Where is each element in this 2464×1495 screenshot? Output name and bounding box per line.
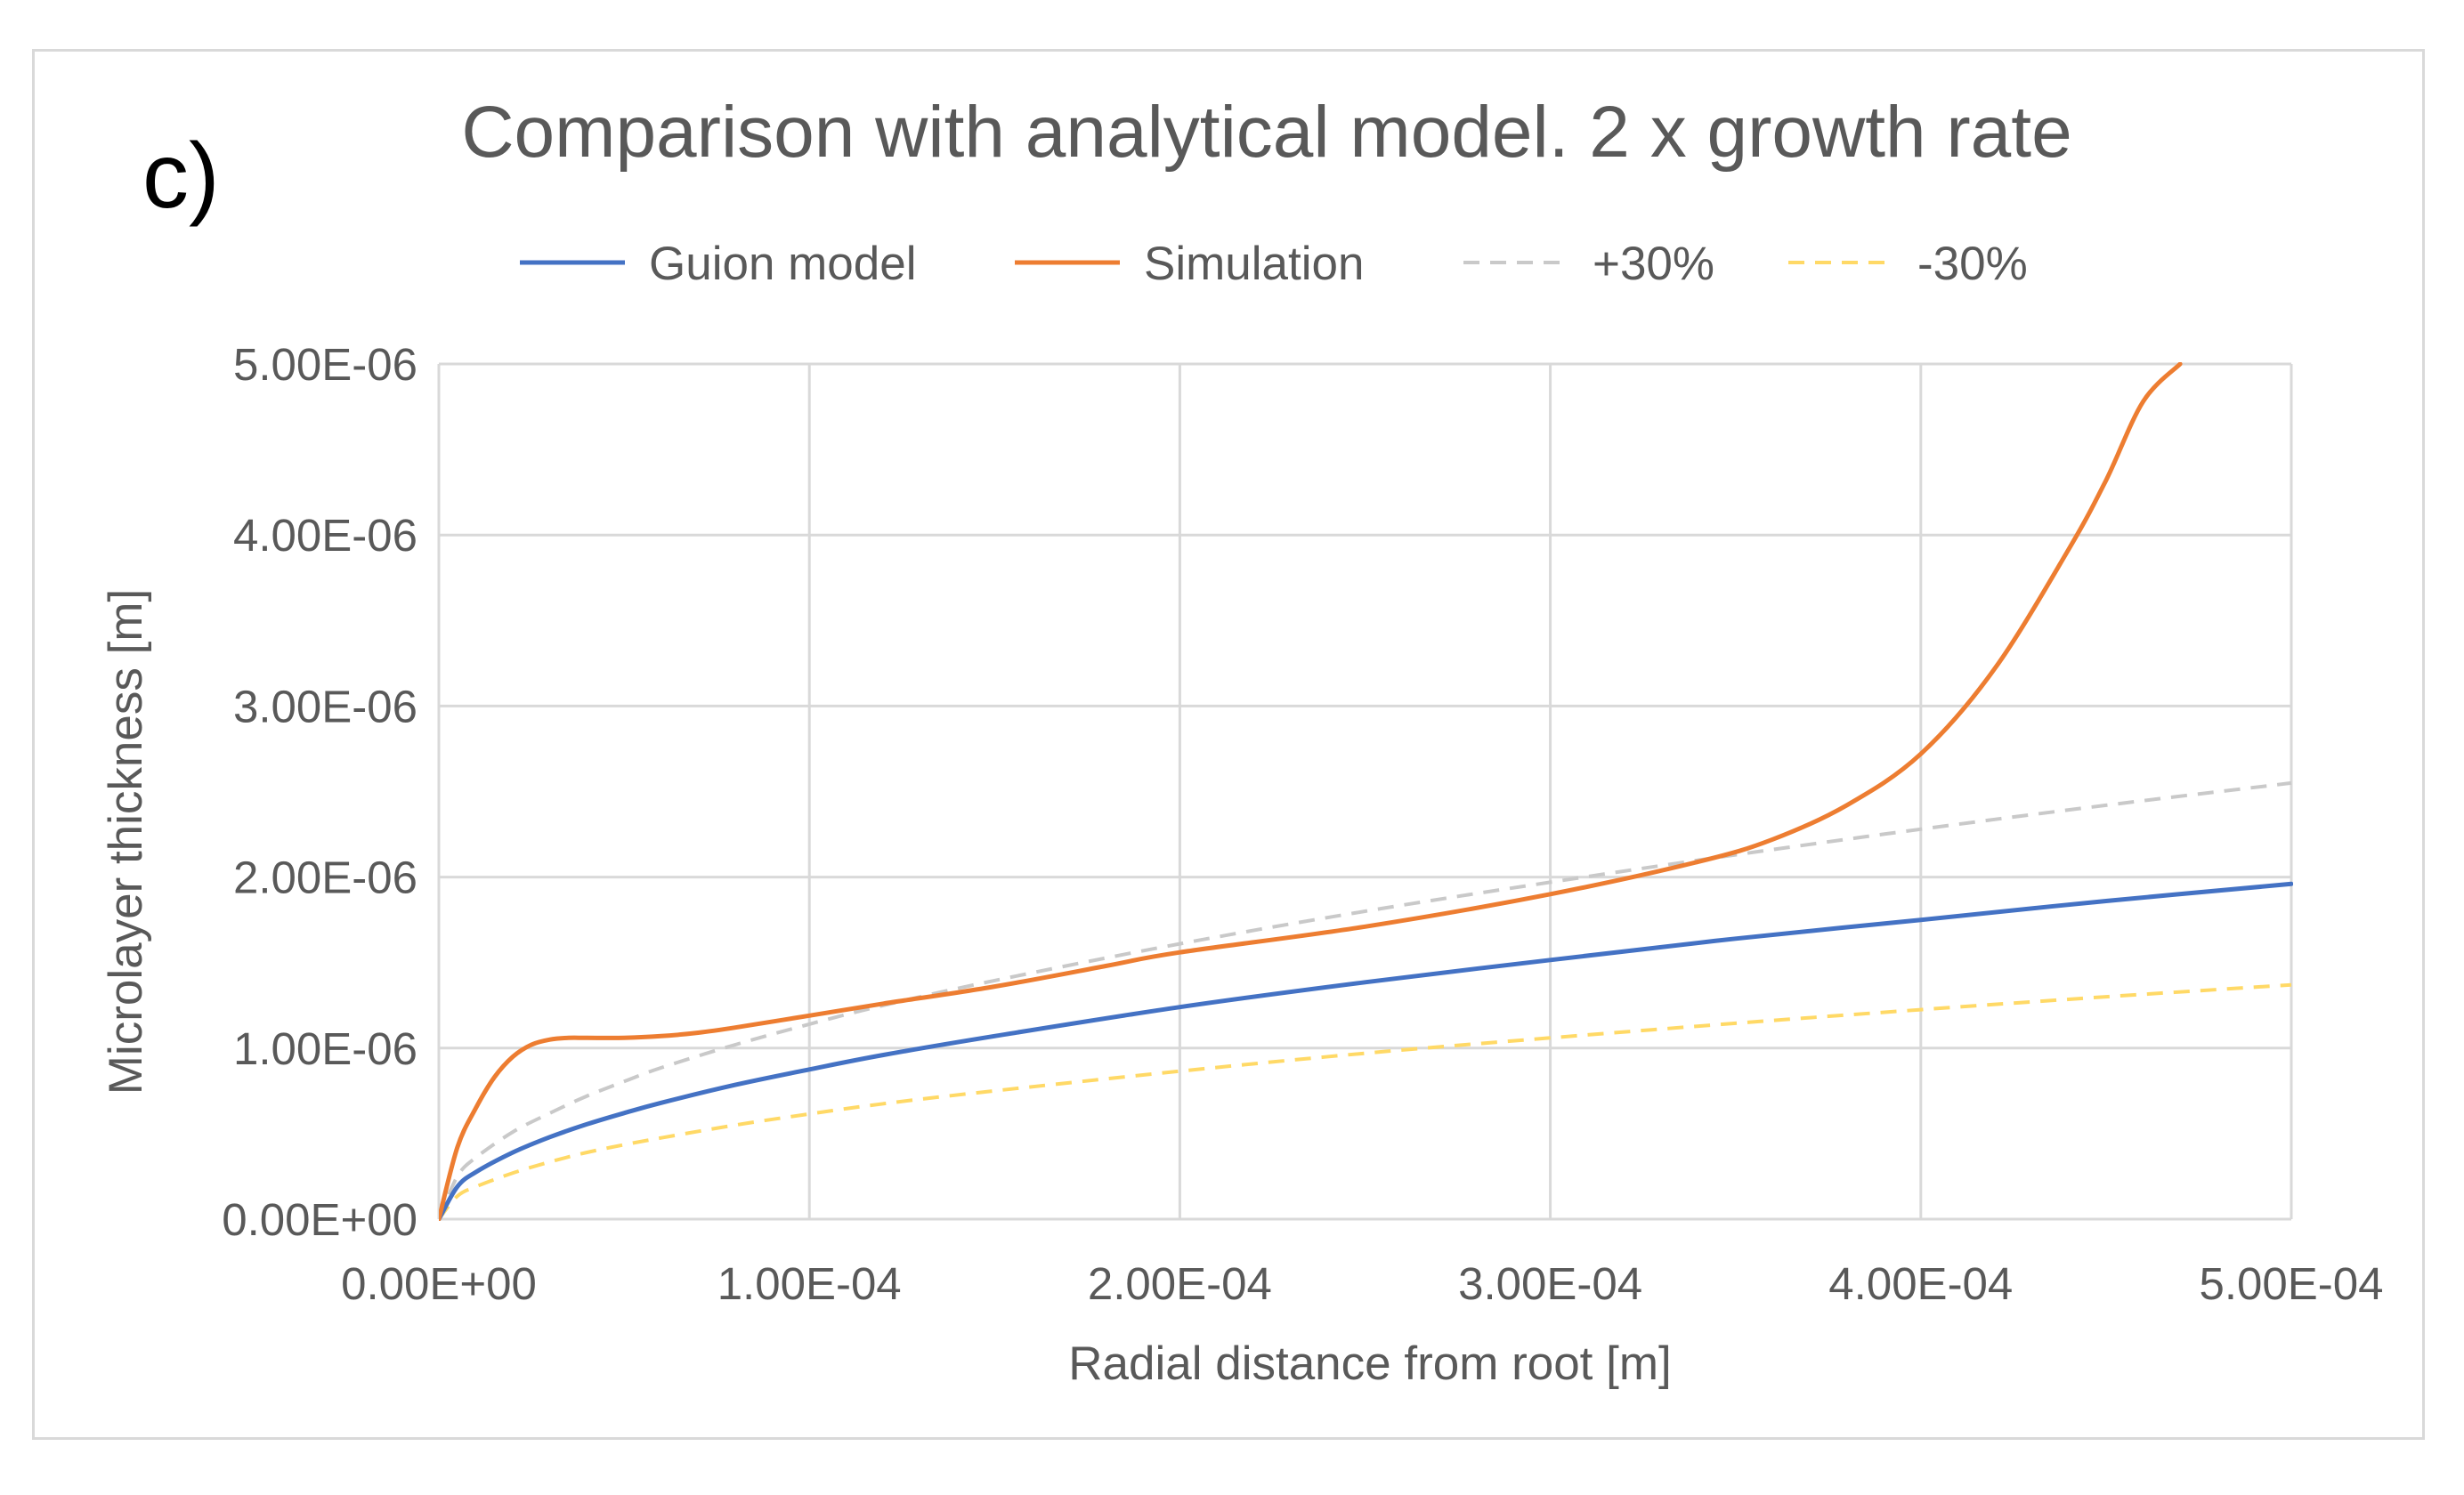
legend-label: +30% — [1593, 238, 1714, 290]
series-lines — [439, 362, 2293, 1221]
y-tick-label: 4.00E-06 — [233, 510, 417, 561]
series-line-30 — [439, 780, 2292, 1220]
gridlines — [437, 362, 2293, 1221]
legend-label: Simulation — [1144, 238, 1364, 290]
series-line-simulation — [439, 362, 2183, 1221]
y-axis-title: Microlayer thickness [m] — [100, 589, 152, 1095]
chart-title: Comparison with analytical model. 2 x gr… — [461, 92, 2071, 173]
x-tick-label: 3.00E-04 — [1458, 1258, 1642, 1309]
x-tick-label: 0.00E+00 — [341, 1258, 537, 1309]
y-tick-label: 2.00E-06 — [233, 853, 417, 903]
legend-label: -30% — [1917, 238, 2028, 290]
x-tick-label: 5.00E-04 — [2200, 1258, 2384, 1309]
y-tick-label: 5.00E-06 — [233, 339, 417, 390]
x-tick-label: 2.00E-04 — [1088, 1258, 1272, 1309]
y-tick-label: 0.00E+00 — [222, 1194, 417, 1245]
y-tick-label: 3.00E-06 — [233, 681, 417, 731]
x-axis-title: Radial distance from root [m] — [1068, 1337, 1671, 1390]
x-tick-label: 1.00E-04 — [717, 1258, 902, 1309]
chart-frame: c) Comparison with analytical model. 2 x… — [32, 49, 2425, 1440]
series-line-30 — [439, 982, 2292, 1221]
chart-canvas: c) Comparison with analytical model. 2 x… — [100, 92, 2384, 1390]
y-tick-labels: 0.00E+00 1.00E-06 2.00E-06 3.00E-06 4.00E-06… — [222, 339, 417, 1245]
series-line-guion-model — [439, 881, 2293, 1221]
legend-label: Guion model — [649, 238, 917, 290]
x-tick-label: 4.00E-04 — [1828, 1258, 2013, 1309]
x-tick-labels: 0.00E+00 1.00E-04 2.00E-04 3.00E-04 4.00E-04… — [341, 1258, 2383, 1309]
legend: Guion model Simulation +30% -30% — [520, 238, 2028, 290]
y-tick-label: 1.00E-06 — [233, 1023, 417, 1074]
panel-label: c) — [142, 125, 220, 228]
